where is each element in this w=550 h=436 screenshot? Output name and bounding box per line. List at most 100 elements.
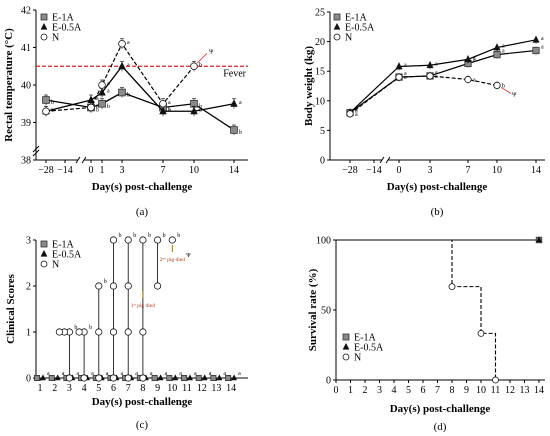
a-triangle-point	[190, 106, 198, 115]
c-sig-label-n: b	[74, 325, 77, 331]
c-legend-marker-0	[40, 240, 48, 248]
c-triangle-point	[54, 374, 61, 381]
c-circle-point	[95, 328, 103, 336]
a-square-point	[42, 96, 50, 104]
b-sig-label: a	[502, 44, 505, 50]
c-square-point	[34, 374, 41, 381]
b-x-tick-label: 7	[466, 165, 471, 176]
d-x-tick-label: 3	[377, 385, 382, 396]
c-square-point	[210, 374, 217, 381]
c-sig-label-n: b	[148, 233, 151, 239]
c-circle-point	[124, 328, 132, 336]
a-sig-label: a	[107, 81, 110, 87]
c-circle-point	[80, 374, 88, 382]
c-legend-label-2: N	[52, 260, 59, 271]
a-sig-label: a	[96, 96, 99, 102]
a-y-break-2	[32, 145, 40, 153]
a-sig-label: a	[168, 107, 171, 113]
a-sig-label: b	[199, 107, 202, 113]
a-series-line-1	[45, 65, 235, 112]
a-sig-label: a	[51, 107, 54, 113]
b-sig-label: a	[435, 61, 438, 67]
c-x-tick-label: 1	[38, 383, 43, 394]
b-y-tick-label: 0	[320, 156, 325, 167]
c-x-tick-label: 11	[182, 383, 192, 394]
b-triangle-point	[464, 55, 472, 63]
b-death-arrow	[500, 87, 512, 94]
a-x-tick-label: 10	[189, 165, 199, 176]
c-x-tick-label: 13	[211, 383, 221, 394]
c-sig-label: a	[135, 371, 138, 377]
b-sig-label: a	[541, 36, 544, 42]
c-square-point	[225, 374, 232, 381]
d-legend-marker-1	[342, 342, 350, 350]
a-triangle-point	[118, 61, 126, 70]
a-y-tick-label: 40	[21, 81, 31, 92]
d-x-tick-label: 5	[406, 385, 411, 396]
c-sig-label: a	[121, 371, 124, 377]
a-x-tick-label: 0	[89, 165, 94, 176]
d-x-tick-label: 0	[334, 385, 339, 396]
b-sig-label: a	[473, 77, 476, 83]
c-x-tick-label: 2	[52, 383, 57, 394]
c-sig-label: a	[238, 371, 241, 377]
d-legend-label-2: N	[354, 353, 361, 364]
c-circle-point	[139, 236, 147, 244]
a-legend-marker-2	[40, 33, 48, 41]
c-sig-label-n: b	[163, 233, 166, 239]
a-square-point	[118, 88, 126, 97]
a-legend-marker-0	[40, 13, 48, 21]
c-circle-point	[95, 282, 103, 290]
a-panel-label: (a)	[136, 206, 149, 218]
c-death1-label: 1ˢᵗ pig died	[131, 303, 155, 309]
b-x-tick-label: −28	[342, 165, 358, 176]
c-x-tick-label: 14	[226, 383, 236, 394]
c-y-tick-label: 3	[26, 236, 31, 247]
b-y-tick-label: 20	[315, 37, 325, 48]
a-circle-point	[159, 99, 167, 108]
c-triangle-point	[216, 374, 223, 381]
c-square-point	[180, 374, 187, 381]
c-circle-point	[139, 374, 147, 382]
c-circle-point	[154, 282, 162, 290]
a-x-tick-label: −14	[57, 165, 73, 176]
a-legend-marker-1	[40, 22, 48, 30]
c-x-tick-label: 12	[197, 383, 207, 394]
a-sig-label: b	[107, 104, 110, 110]
c-circle-point	[124, 236, 132, 244]
d-legend-marker-2	[342, 353, 350, 361]
a-x-axis-label: Day(s) post-challenge	[92, 181, 193, 193]
c-circle-point	[55, 328, 64, 336]
d-x-tick-label: 13	[520, 385, 530, 396]
b-series-line-1	[349, 39, 537, 114]
b-circle-point	[493, 81, 501, 90]
c-x-tick-label: 7	[126, 383, 131, 394]
a-fever-label: Fever	[223, 68, 246, 79]
c-y-tick-label: 1	[26, 328, 31, 339]
b-sig-label: a	[355, 109, 358, 115]
a-series-line-2	[45, 42, 195, 112]
a-x-tick-label: 1	[100, 165, 105, 176]
b-legend-marker-1	[333, 22, 341, 30]
c-sig-label: a	[209, 371, 212, 377]
a-y-tick-label: 39	[21, 118, 31, 129]
c-sig-label-n: b	[119, 233, 122, 239]
d-legend-label-1: E-0.5A	[354, 343, 384, 354]
c-legend-label-1: E-0.5A	[52, 250, 82, 261]
b-square-point	[493, 51, 501, 59]
b-x-tick-label: 0	[397, 165, 402, 176]
c-x-tick-label: 10	[167, 383, 177, 394]
a-square-point	[98, 99, 106, 108]
d-x-tick-label: 12	[505, 385, 515, 396]
c-triangle-point	[186, 374, 194, 381]
d-x-tick-label: 6	[421, 385, 426, 396]
d-x-tick-label: 11	[491, 385, 501, 396]
c-x-tick-label: 8	[140, 383, 145, 394]
b-y-tick-label: 25	[315, 8, 325, 19]
a-x-break-1	[75, 156, 81, 164]
a-circle-point	[42, 107, 50, 116]
c-y-tick-label: 0	[26, 374, 31, 385]
c-panel-label: (c)	[136, 419, 149, 431]
b-sig-label: a	[435, 74, 438, 80]
